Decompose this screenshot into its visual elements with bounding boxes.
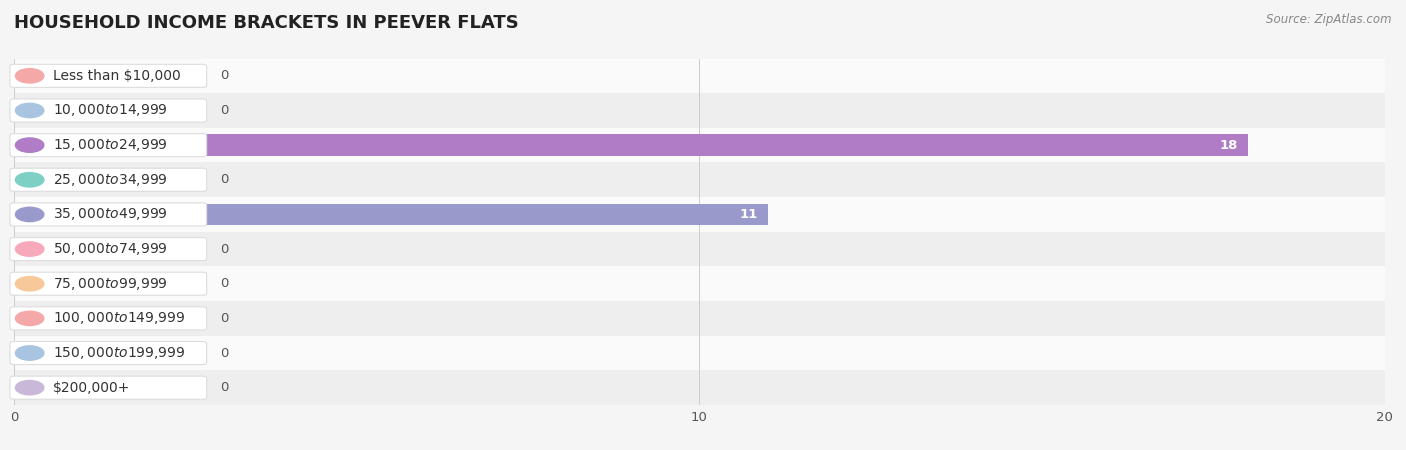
Bar xyxy=(14,273,207,294)
Text: Less than $10,000: Less than $10,000 xyxy=(53,69,180,83)
Text: $75,000 to $99,999: $75,000 to $99,999 xyxy=(53,276,167,292)
Text: $15,000 to $24,999: $15,000 to $24,999 xyxy=(53,137,167,153)
Text: $200,000+: $200,000+ xyxy=(53,381,131,395)
FancyBboxPatch shape xyxy=(10,272,207,295)
Bar xyxy=(14,65,207,86)
Text: $10,000 to $14,999: $10,000 to $14,999 xyxy=(53,103,167,118)
Bar xyxy=(0,162,1385,197)
Circle shape xyxy=(15,277,44,291)
FancyBboxPatch shape xyxy=(10,307,207,330)
Text: $25,000 to $34,999: $25,000 to $34,999 xyxy=(53,172,167,188)
Bar xyxy=(0,93,1385,128)
Bar xyxy=(14,238,207,260)
Bar xyxy=(0,266,1385,301)
Text: 0: 0 xyxy=(219,69,228,82)
Text: 0: 0 xyxy=(219,277,228,290)
FancyBboxPatch shape xyxy=(10,64,207,87)
FancyBboxPatch shape xyxy=(10,376,207,399)
Bar xyxy=(14,204,768,225)
Text: HOUSEHOLD INCOME BRACKETS IN PEEVER FLATS: HOUSEHOLD INCOME BRACKETS IN PEEVER FLAT… xyxy=(14,14,519,32)
Bar xyxy=(0,370,1385,405)
Text: 11: 11 xyxy=(740,208,758,221)
Text: Source: ZipAtlas.com: Source: ZipAtlas.com xyxy=(1267,14,1392,27)
FancyBboxPatch shape xyxy=(10,342,207,365)
Bar xyxy=(14,342,207,364)
Bar xyxy=(14,135,1249,156)
Text: 0: 0 xyxy=(219,346,228,360)
Circle shape xyxy=(15,381,44,395)
Text: 0: 0 xyxy=(219,381,228,394)
Circle shape xyxy=(15,311,44,325)
Circle shape xyxy=(15,104,44,117)
Circle shape xyxy=(15,173,44,187)
Text: $100,000 to $149,999: $100,000 to $149,999 xyxy=(53,310,186,326)
Text: 0: 0 xyxy=(219,312,228,325)
Text: $150,000 to $199,999: $150,000 to $199,999 xyxy=(53,345,186,361)
Bar xyxy=(0,128,1385,162)
Text: $35,000 to $49,999: $35,000 to $49,999 xyxy=(53,207,167,222)
Circle shape xyxy=(15,207,44,221)
Bar xyxy=(14,169,207,190)
Text: 0: 0 xyxy=(219,104,228,117)
Bar xyxy=(14,100,207,121)
Bar xyxy=(0,232,1385,266)
Text: 18: 18 xyxy=(1219,139,1237,152)
Bar xyxy=(0,58,1385,93)
Circle shape xyxy=(15,242,44,256)
Bar xyxy=(14,377,207,398)
Circle shape xyxy=(15,346,44,360)
FancyBboxPatch shape xyxy=(10,99,207,122)
FancyBboxPatch shape xyxy=(10,168,207,191)
Text: 0: 0 xyxy=(219,243,228,256)
Bar xyxy=(14,308,207,329)
Circle shape xyxy=(15,69,44,83)
FancyBboxPatch shape xyxy=(10,203,207,226)
FancyBboxPatch shape xyxy=(10,134,207,157)
FancyBboxPatch shape xyxy=(10,238,207,261)
Bar xyxy=(0,301,1385,336)
Text: $50,000 to $74,999: $50,000 to $74,999 xyxy=(53,241,167,257)
Bar xyxy=(0,197,1385,232)
Text: 0: 0 xyxy=(219,173,228,186)
Circle shape xyxy=(15,138,44,152)
Bar xyxy=(0,336,1385,370)
